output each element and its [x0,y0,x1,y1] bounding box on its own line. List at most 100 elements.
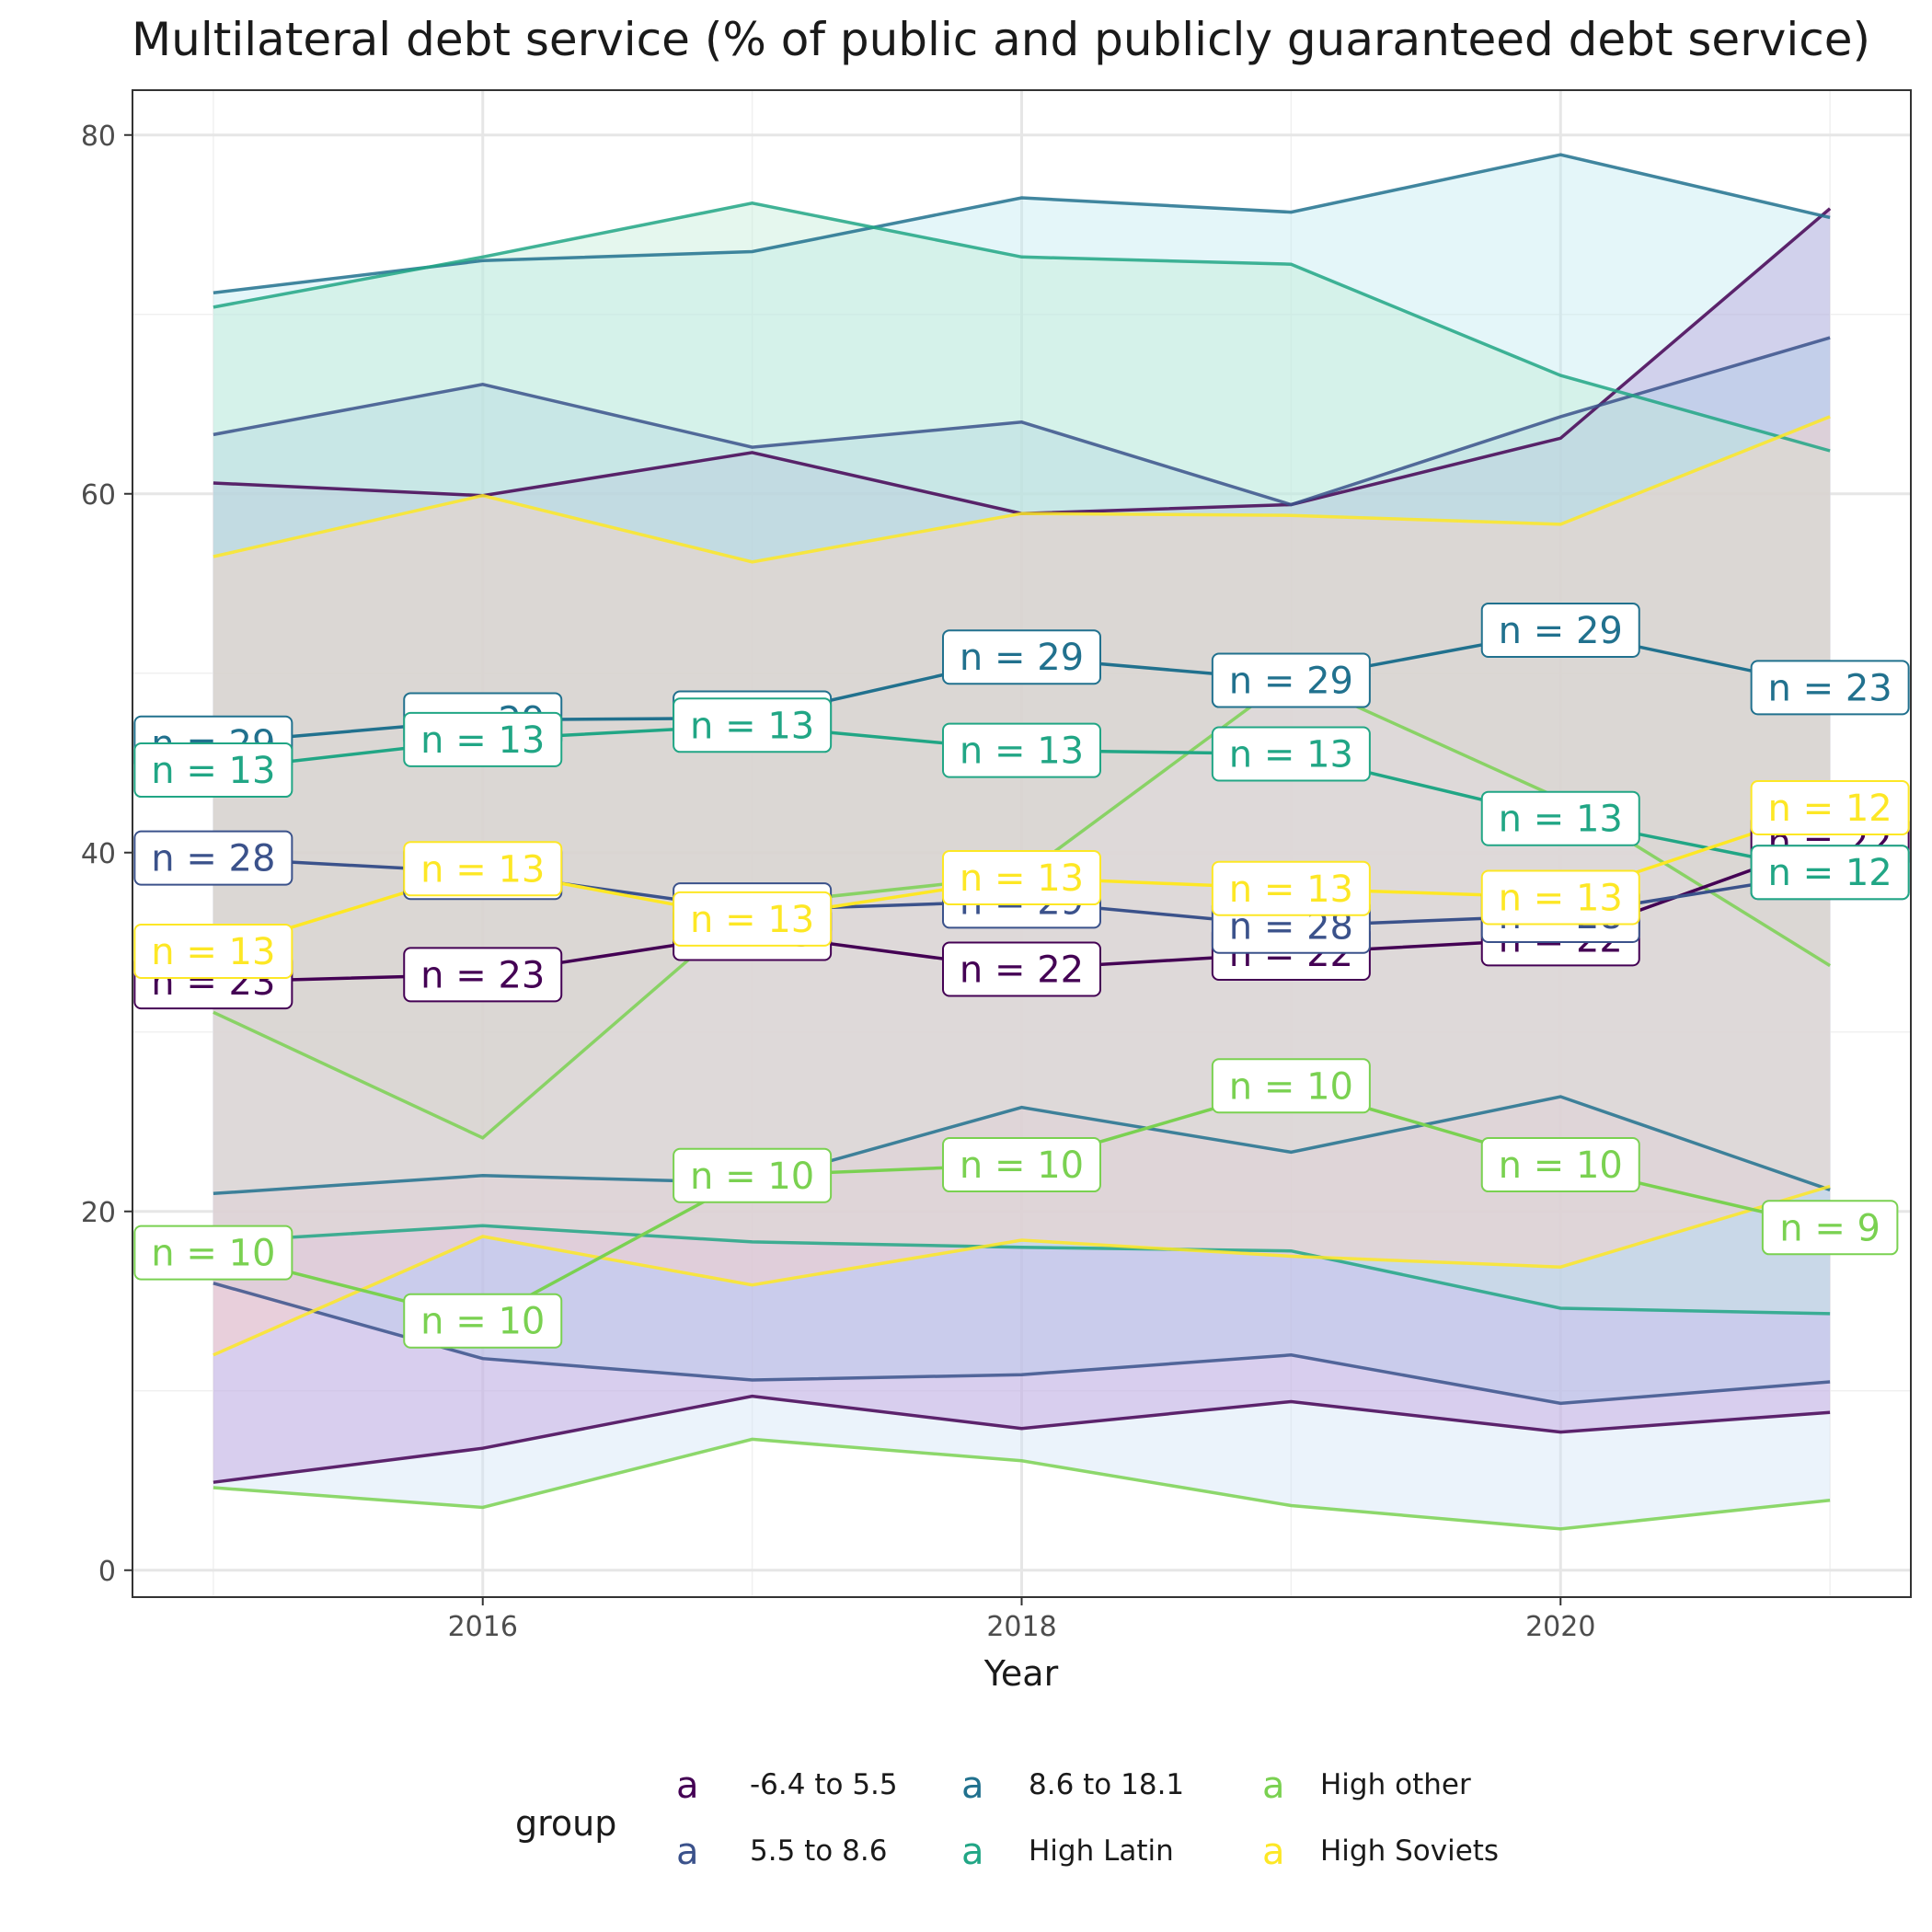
n-label-high-other: n = 10 [403,1293,563,1349]
n-label-box [1480,790,1640,846]
n-label-high-soviets: n = 13 [403,841,563,897]
n-label-box [1750,780,1910,835]
x-axis-title: Year [983,1653,1059,1694]
n-label-high-soviets: n = 12 [1750,780,1910,835]
upper-line-high-soviets [213,415,1831,564]
chart-title: Multilateral debt service (% of public a… [132,13,1870,66]
n-label-text: n = 13 [420,848,545,891]
legend-label-high-other: High other [1320,1768,1471,1801]
n-label-box [403,841,563,897]
n-label-6-4-to-5-5: n = 22 [942,941,1101,997]
n-label-6-4-to-5-5: n = 23 [403,947,563,1003]
n-label-box [1480,1137,1640,1193]
n-label-box [403,947,563,1003]
n-label-box [403,1293,563,1349]
x-tick-label: 2020 [1525,1611,1595,1643]
legend-title: group [515,1803,616,1844]
lower-line-6-4-to-5-5 [213,1394,1831,1484]
n-label-text: n = 10 [151,1233,275,1275]
n-label-box [673,697,833,753]
n-label-high-latin: n = 13 [133,742,293,799]
n-label-text: n = 23 [1768,667,1892,709]
n-label-high-latin: n = 13 [673,697,833,753]
n-label-text: n = 10 [960,1144,1084,1187]
n-label-high-other: n = 10 [133,1225,293,1281]
x-tick-label: 2016 [448,1611,518,1643]
n-label-high-other: n = 9 [1761,1200,1899,1256]
n-label-text: n = 29 [1499,610,1623,652]
legend-key-high-soviets: a [1262,1831,1285,1873]
n-label-text: n = 13 [1499,878,1623,920]
n-label-text: n = 22 [960,949,1084,992]
n-label-high-soviets: n = 13 [673,891,833,947]
n-label-high-soviets: n = 13 [1211,860,1371,916]
n-label-text: n = 12 [1768,788,1892,830]
n-label-8-6-to-18-1: n = 29 [942,629,1101,685]
upper-line-5-5-to-8-6 [213,336,1831,507]
n-labels: n = 23n = 23n = 23n = 22n = 22n = 22n = … [133,602,1910,1349]
n-label-box [673,891,833,947]
n-label-box [942,722,1101,778]
n-label-high-latin: n = 13 [1211,726,1371,782]
n-label-box [1480,602,1640,658]
n-label-text: n = 10 [1229,1065,1353,1108]
n-label-box [133,924,293,979]
n-label-box [133,742,293,799]
n-label-text: n = 13 [151,750,275,792]
legend-label-high-soviets: High Soviets [1320,1834,1499,1868]
n-label-box [133,830,293,886]
legend: group a -6.4 to 5.5 a 5.5 to 8.6 a 8.6 to 18.… [515,1765,1499,1873]
n-label-high-other: n = 10 [673,1147,833,1203]
legend-key-6-4-to-5-5: a [676,1765,699,1807]
n-label-text: n = 13 [420,719,545,762]
n-label-box [1761,1200,1899,1256]
n-label-high-latin: n = 13 [1480,790,1640,846]
n-label-text: n = 28 [151,838,275,880]
n-label-box [942,850,1101,906]
y-tick-label: 80 [81,121,116,153]
n-label-text: n = 13 [960,857,1084,900]
n-label-box [1211,652,1371,708]
n-label-high-soviets: n = 13 [942,850,1101,906]
n-label-text: n = 13 [1229,868,1353,911]
legend-key-5-5-to-8-6: a [676,1831,699,1873]
lower-line-5-5-to-8-6 [213,1282,1831,1406]
n-label-high-soviets: n = 13 [133,924,293,979]
n-label-high-other: n = 10 [942,1137,1101,1193]
x-axis: 2016 2018 2020 [448,1597,1595,1643]
legend-label-5-5-to-8-6: 5.5 to 8.6 [750,1834,887,1868]
n-label-box [942,941,1101,997]
n-label-box [1211,726,1371,782]
n-label-text: n = 13 [1229,734,1353,776]
n-label-text: n = 12 [1768,852,1892,894]
n-label-text: n = 13 [690,899,814,941]
n-label-box [133,1225,293,1281]
n-label-high-latin: n = 12 [1750,845,1910,901]
n-label-box [1211,860,1371,916]
lower-line-8-6-to-18-1 [213,1095,1831,1196]
n-label-text: n = 10 [690,1156,814,1198]
n-label-high-latin: n = 13 [942,722,1101,778]
y-axis: 0 20 40 60 80 [81,121,132,1588]
n-label-8-6-to-18-1: n = 29 [1480,602,1640,658]
n-label-text: n = 9 [1779,1207,1880,1249]
n-label-box [942,1137,1101,1193]
n-label-box [1750,660,1910,716]
n-label-box [403,711,563,767]
n-label-text: n = 10 [1499,1144,1623,1187]
x-tick-label: 2018 [986,1611,1056,1643]
n-label-text: n = 13 [1499,799,1623,841]
legend-key-high-latin: a [961,1831,984,1873]
n-label-text: n = 13 [690,705,814,747]
upper-line-high-latin [213,201,1831,453]
ribbon-high-other [213,676,1831,1529]
n-label-box [673,1147,833,1203]
n-label-8-6-to-18-1: n = 29 [1211,652,1371,708]
legend-key-high-other: a [1262,1765,1285,1807]
n-label-high-other: n = 10 [1211,1058,1371,1114]
y-tick-label: 40 [81,838,116,870]
lower-line-high-soviets [213,1184,1831,1357]
n-label-box [1750,845,1910,901]
legend-label-6-4-to-5-5: -6.4 to 5.5 [750,1768,898,1801]
